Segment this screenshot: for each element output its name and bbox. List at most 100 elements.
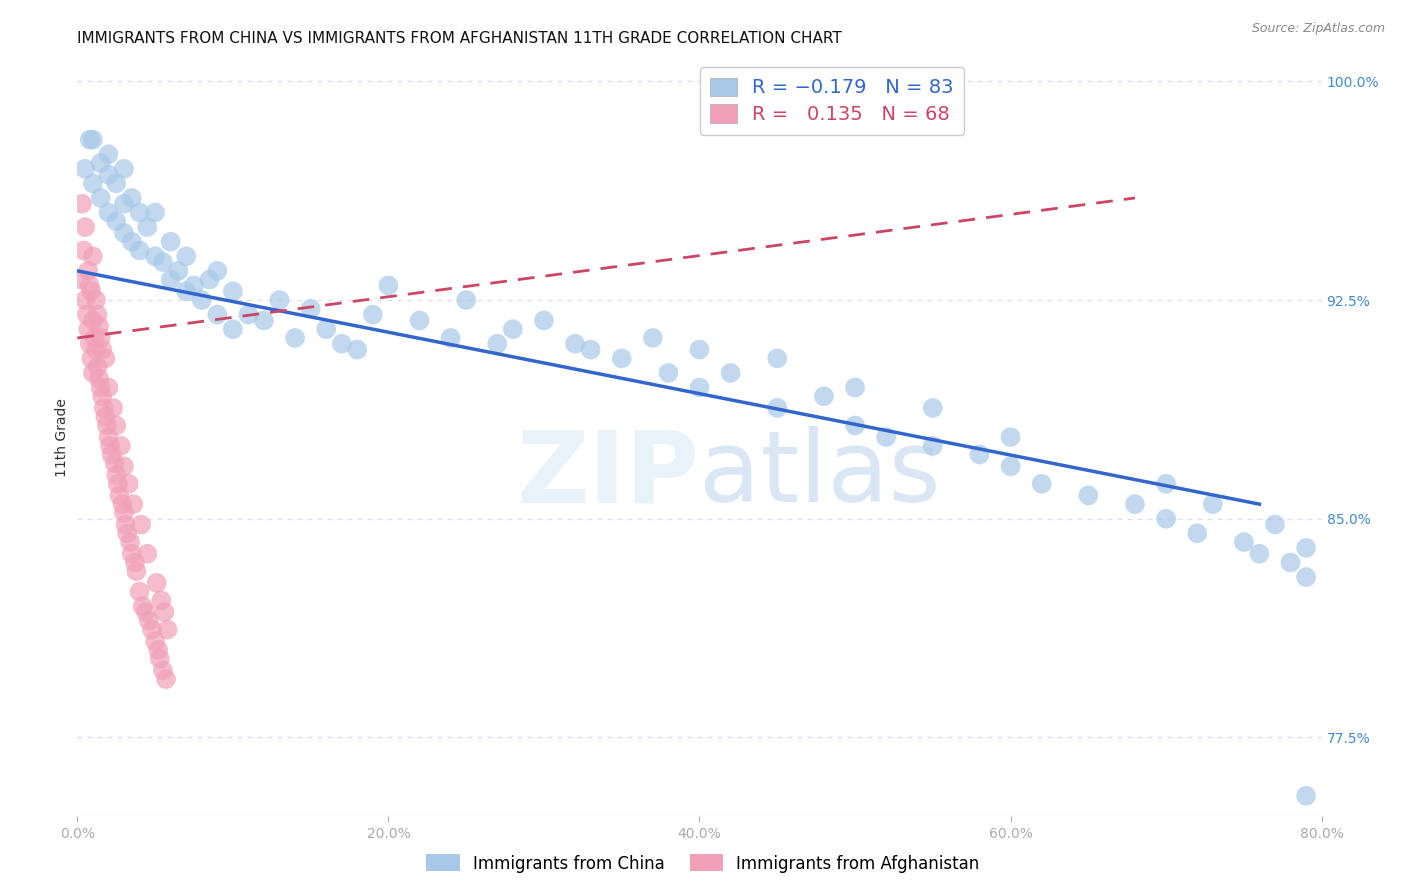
Point [110,439,132,453]
Text: atlas: atlas [700,426,941,524]
Point [84,343,107,357]
Point [128,244,150,258]
Point [87,372,110,386]
Point [145,575,167,590]
Point [97,205,120,219]
Point [238,308,260,322]
Point [112,459,135,474]
Point [75,220,97,235]
Point [190,293,214,307]
Point [1077,488,1099,502]
Point [1249,547,1271,561]
Point [222,285,245,299]
Point [253,313,276,327]
Point [1264,517,1286,532]
Point [657,366,679,380]
Point [83,331,105,345]
Point [143,249,166,263]
Point [112,196,135,211]
Point [108,488,131,502]
Point [159,235,181,249]
Point [90,331,112,345]
Point [207,264,229,278]
Point [136,547,159,561]
Point [77,264,100,278]
Point [439,331,461,345]
Point [198,272,221,286]
Point [82,249,104,263]
Point [136,220,159,235]
Point [921,401,943,415]
Point [105,418,128,433]
Point [152,255,174,269]
Point [125,564,148,578]
Y-axis label: 11th Grade: 11th Grade [55,398,69,476]
Point [90,380,112,394]
Point [152,664,174,678]
Point [641,331,664,345]
Point [121,235,143,249]
Point [122,497,145,511]
Point [105,467,128,482]
Point [91,343,114,357]
Point [70,196,93,211]
Point [222,322,245,336]
Point [408,313,430,327]
Point [1000,430,1022,444]
Point [361,308,384,322]
Point [167,264,190,278]
Point [1123,497,1146,511]
Point [1279,556,1302,570]
Point [90,191,112,205]
Point [346,343,368,357]
Point [315,322,337,336]
Point [96,418,118,433]
Point [82,133,104,147]
Point [105,214,128,228]
Point [93,401,115,415]
Point [844,418,866,433]
Point [135,605,157,619]
Point [82,177,104,191]
Point [128,584,150,599]
Point [174,285,197,299]
Point [79,278,101,293]
Point [121,547,143,561]
Point [128,205,150,219]
Point [82,313,104,327]
Point [97,430,120,444]
Point [844,380,866,394]
Point [80,351,103,366]
Point [1233,535,1256,549]
Point [107,476,129,491]
Point [875,430,897,444]
Point [533,313,555,327]
Point [80,285,103,299]
Point [114,517,136,532]
Point [76,308,98,322]
Point [207,308,229,322]
Point [720,366,742,380]
Point [105,177,128,191]
Point [86,308,108,322]
Point [91,389,114,403]
Point [579,343,602,357]
Point [87,319,110,334]
Point [141,623,163,637]
Point [143,205,166,219]
Point [174,249,197,263]
Text: IMMIGRANTS FROM CHINA VS IMMIGRANTS FROM AFGHANISTAN 11TH GRADE CORRELATION CHAR: IMMIGRANTS FROM CHINA VS IMMIGRANTS FROM… [77,31,842,46]
Point [149,651,172,665]
Legend: Immigrants from China, Immigrants from Afghanistan: Immigrants from China, Immigrants from A… [419,847,987,880]
Point [97,168,120,182]
Point [969,448,991,462]
Point [79,336,101,351]
Point [486,336,509,351]
Point [689,343,711,357]
Point [377,278,399,293]
Point [86,360,108,375]
Point [502,322,524,336]
Point [75,293,97,307]
Point [1154,512,1177,526]
Point [159,272,181,286]
